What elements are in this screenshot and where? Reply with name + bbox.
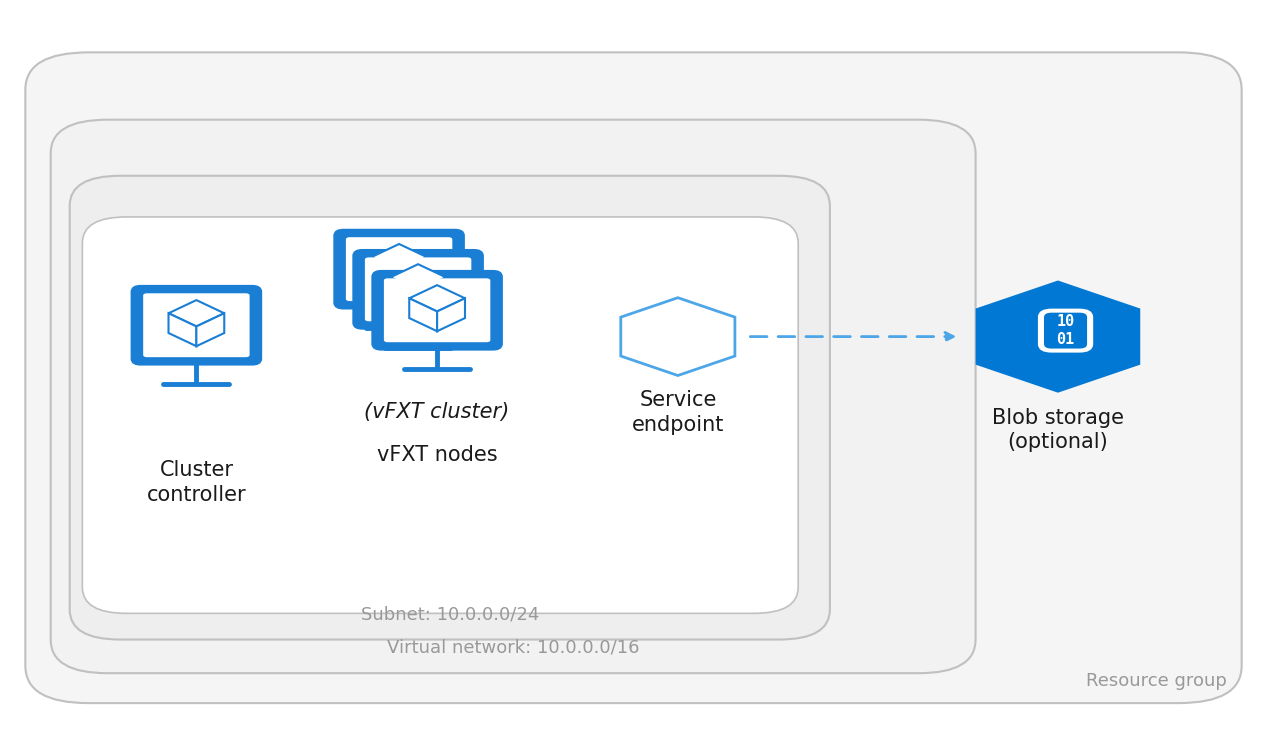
- FancyBboxPatch shape: [82, 217, 798, 613]
- Polygon shape: [196, 313, 224, 346]
- FancyBboxPatch shape: [355, 251, 481, 328]
- FancyBboxPatch shape: [346, 237, 452, 301]
- Polygon shape: [437, 298, 465, 331]
- Polygon shape: [169, 313, 196, 346]
- Text: Virtual network: 10.0.0.0/16: Virtual network: 10.0.0.0/16: [386, 639, 640, 657]
- Polygon shape: [390, 278, 418, 310]
- Polygon shape: [399, 257, 427, 290]
- FancyBboxPatch shape: [70, 176, 830, 640]
- FancyBboxPatch shape: [374, 272, 500, 349]
- Text: Subnet: 10.0.0.0/24: Subnet: 10.0.0.0/24: [361, 605, 538, 623]
- FancyBboxPatch shape: [143, 293, 250, 357]
- FancyBboxPatch shape: [1039, 310, 1092, 352]
- FancyBboxPatch shape: [133, 287, 260, 363]
- FancyBboxPatch shape: [25, 52, 1242, 703]
- Polygon shape: [390, 264, 446, 290]
- FancyBboxPatch shape: [365, 257, 471, 322]
- Polygon shape: [418, 278, 446, 310]
- FancyBboxPatch shape: [336, 231, 462, 307]
- Polygon shape: [976, 280, 1140, 393]
- Polygon shape: [169, 300, 224, 326]
- Text: (vFXT cluster): (vFXT cluster): [365, 402, 509, 423]
- FancyBboxPatch shape: [51, 120, 976, 673]
- Polygon shape: [409, 285, 465, 311]
- Text: Blob storage
(optional): Blob storage (optional): [992, 408, 1124, 453]
- FancyBboxPatch shape: [384, 278, 490, 343]
- Text: Cluster
controller: Cluster controller: [147, 460, 246, 505]
- Text: vFXT nodes: vFXT nodes: [376, 445, 498, 465]
- Polygon shape: [371, 244, 427, 270]
- Text: Resource group: Resource group: [1086, 672, 1226, 690]
- Polygon shape: [409, 298, 437, 331]
- FancyBboxPatch shape: [1044, 313, 1087, 349]
- Text: 10
01: 10 01: [1057, 314, 1074, 347]
- Polygon shape: [621, 298, 735, 375]
- Polygon shape: [371, 257, 399, 290]
- Text: Service
endpoint: Service endpoint: [632, 390, 723, 435]
